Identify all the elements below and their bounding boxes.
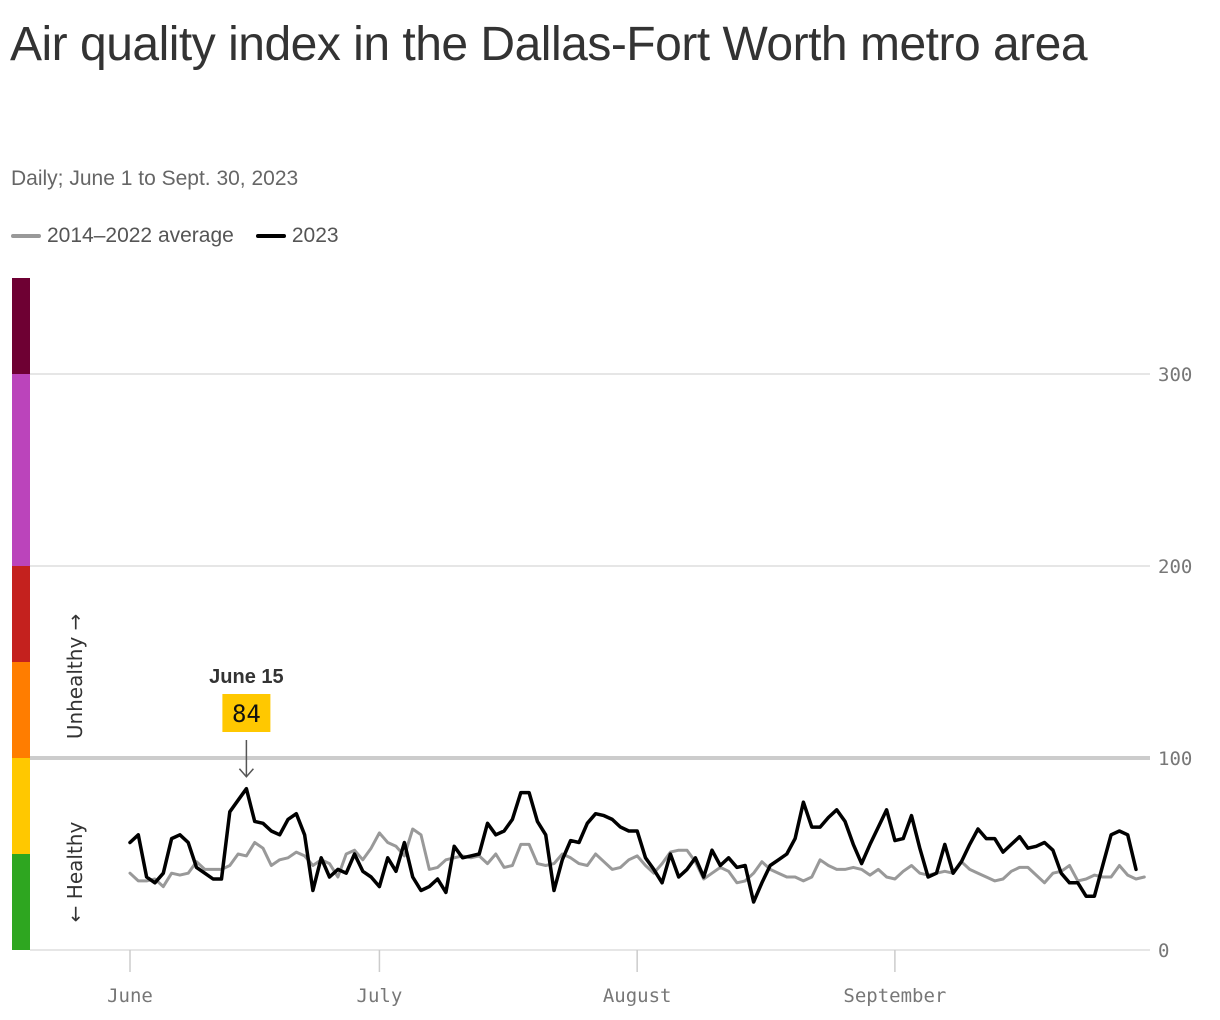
aqi-band-1 (12, 758, 30, 854)
x-tick-label-august: August (603, 985, 672, 1007)
annotation-arrow-head (238, 768, 254, 778)
legend-swatch-2023 (255, 234, 286, 238)
aqi-band-2 (12, 662, 30, 758)
x-tick-label-july: July (357, 985, 403, 1007)
y-tick-label-200: 200 (1158, 556, 1192, 578)
annotation-value-box (222, 694, 271, 732)
aqi-color-bands (12, 278, 30, 950)
y-tick-label-0: 0 (1158, 940, 1169, 962)
peak-annotation: June 15 84 (209, 666, 284, 778)
series-line-2023 (128, 786, 1138, 904)
unhealthy-label: Unhealthy → (63, 614, 87, 740)
aqi-band-3 (12, 566, 30, 662)
x-tick-label-september: September (843, 985, 946, 1007)
y-tick-label-300: 300 (1158, 364, 1192, 386)
aqi-band-5 (12, 278, 30, 374)
legend-label-average: 2014–2022 average (47, 224, 234, 247)
chart-title: Air quality index in the Dallas-Fort Wor… (10, 18, 1088, 71)
x-tick-label-june: June (107, 985, 153, 1007)
aqi-band-4 (12, 374, 30, 566)
chart-legend: 2014–2022 average 2023 (11, 224, 361, 248)
legend-swatch-average (11, 234, 41, 238)
legend-item-2023: 2023 (255, 224, 339, 248)
grid-lines: 0 100 200 300 (30, 364, 1192, 962)
y-tick-label-100: 100 (1158, 748, 1192, 770)
series-lines (128, 786, 1146, 904)
healthy-label: ← Healthy (63, 822, 87, 923)
aqi-band-0 (12, 854, 30, 950)
legend-label-2023: 2023 (291, 224, 339, 247)
annotation-date-label: June 15 (209, 666, 283, 688)
annotation-value: 84 (232, 700, 261, 728)
chart-subtitle: Daily; June 1 to Sept. 30, 2023 (11, 167, 299, 190)
series-line-average (128, 827, 1146, 889)
x-axis: June July August September (107, 950, 946, 1007)
legend-item-average: 2014–2022 average (11, 224, 234, 248)
